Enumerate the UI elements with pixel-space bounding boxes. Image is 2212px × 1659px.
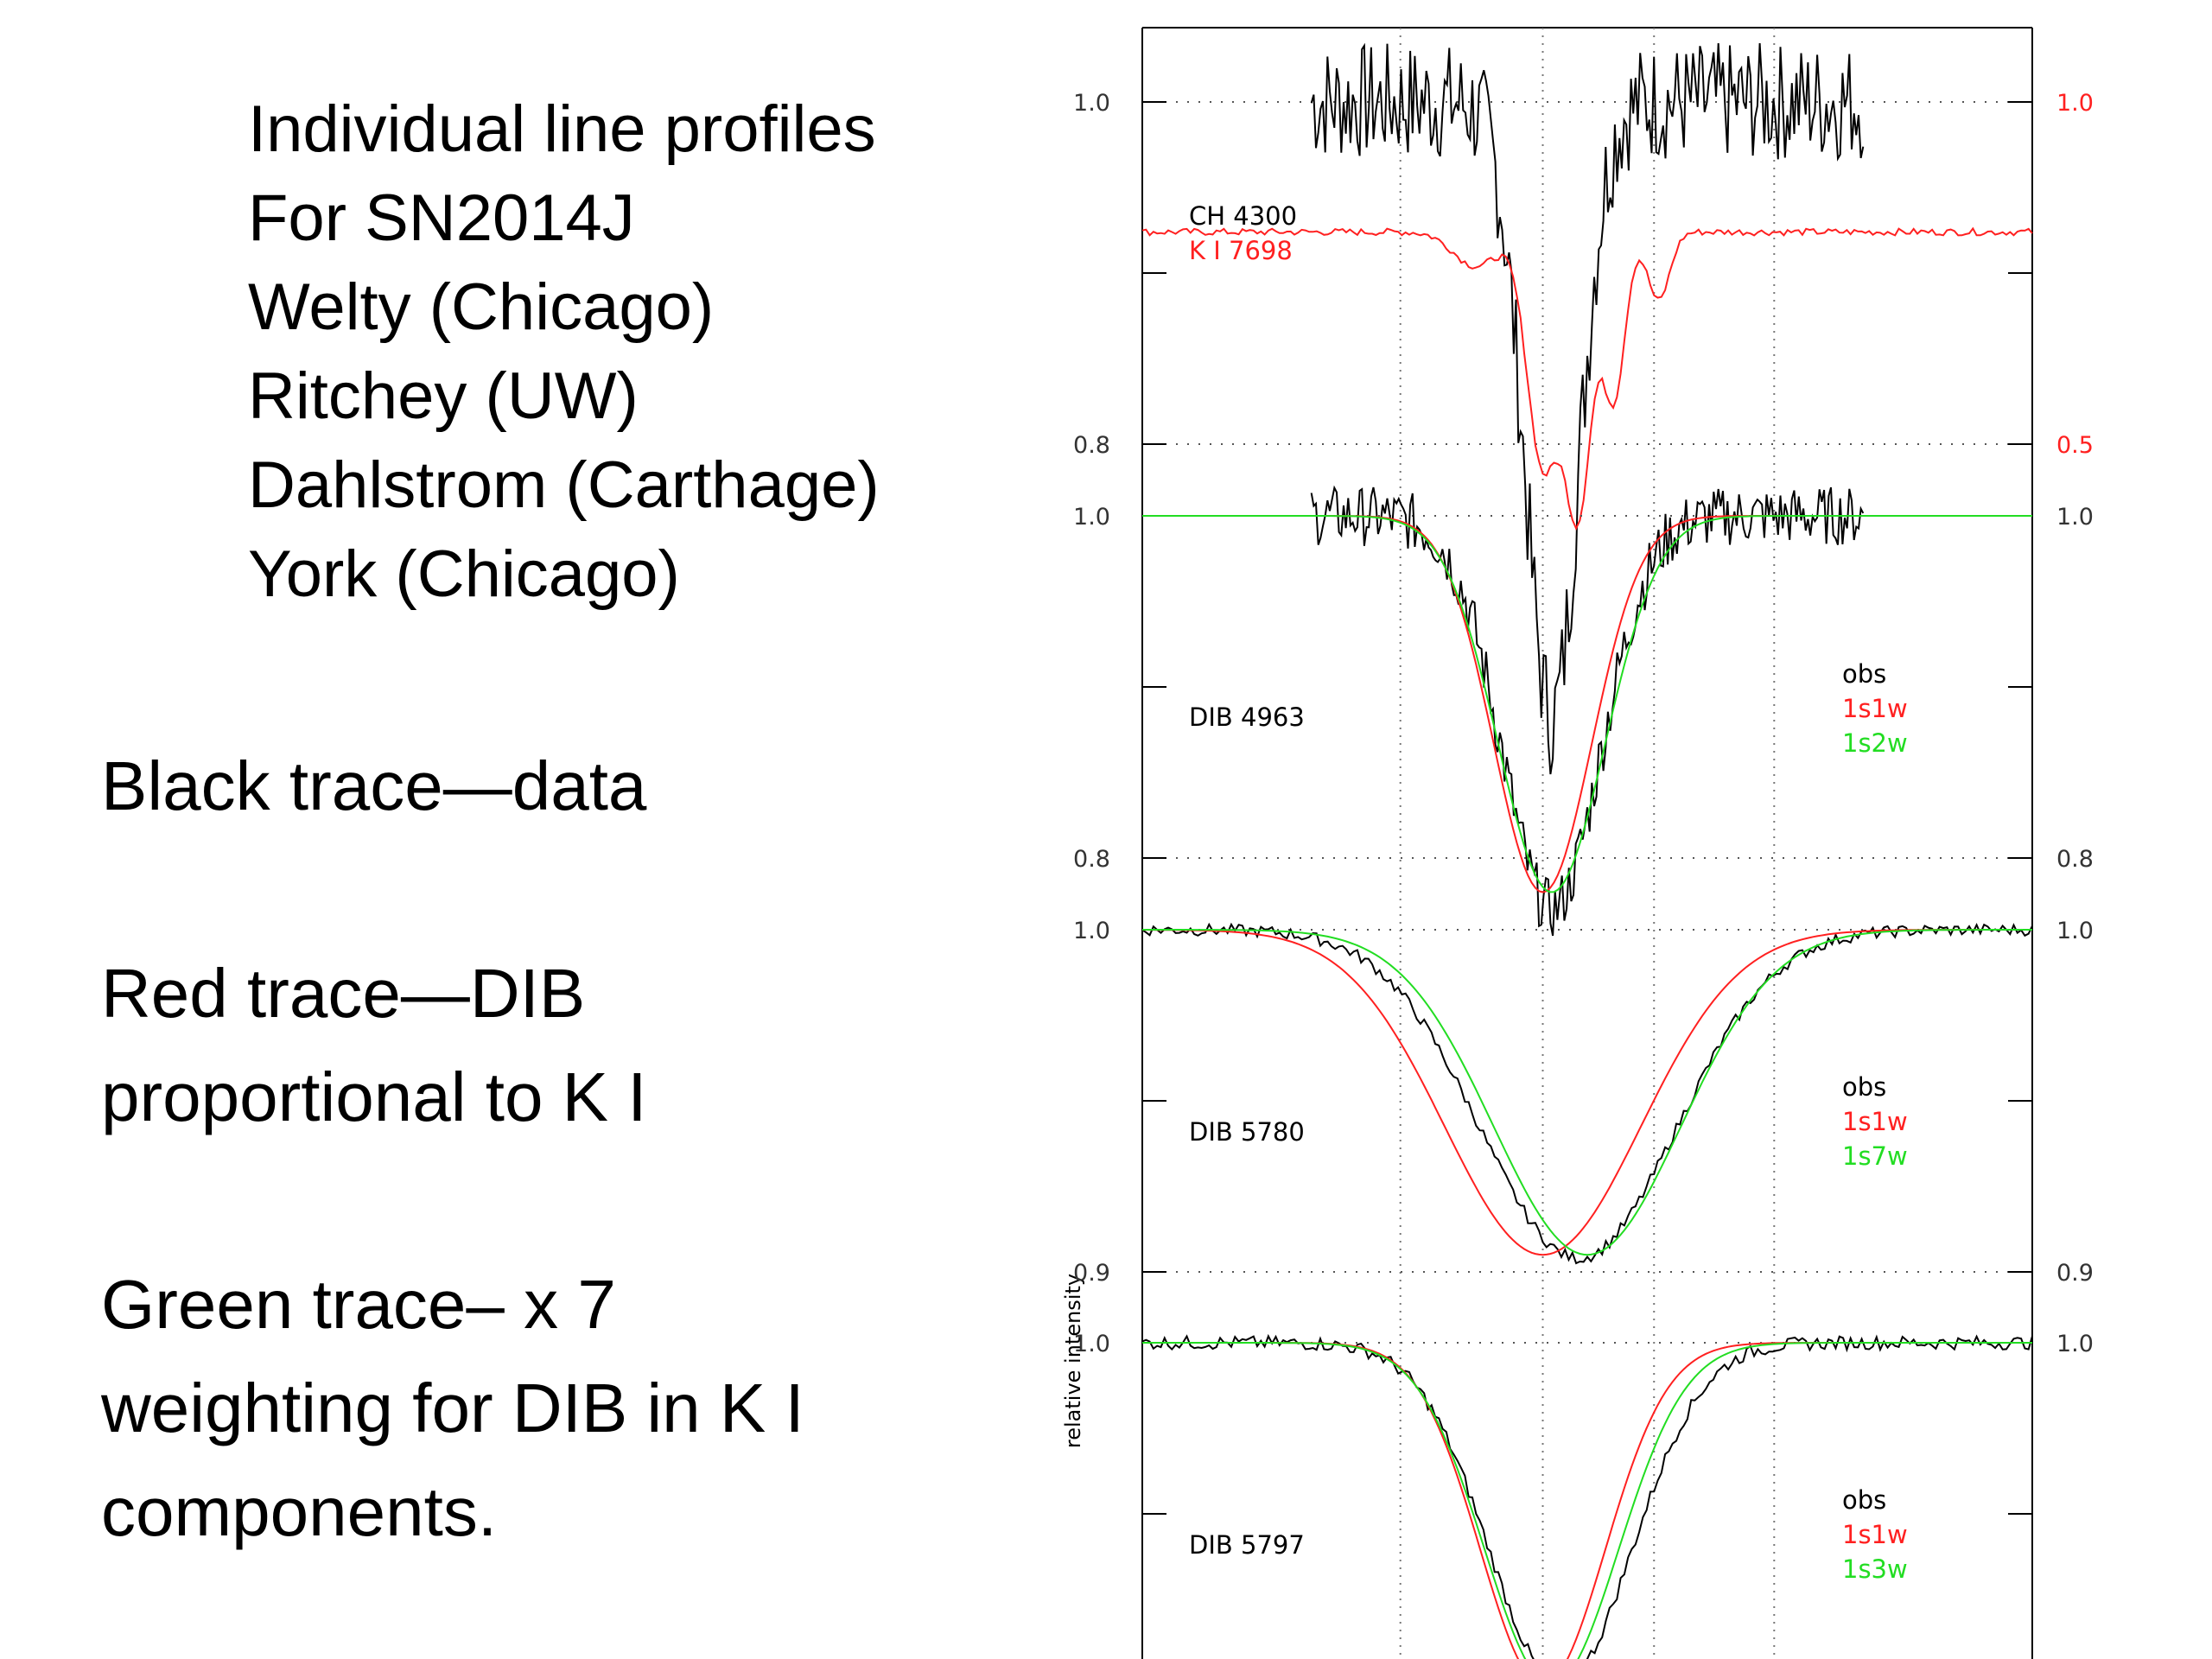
ki-trace (1141, 226, 2033, 531)
legend-entry: 1s1w (1842, 1107, 1908, 1136)
note-line: Green trace– x 7 (101, 1266, 616, 1343)
legend-entry: 1s1w (1842, 694, 1908, 723)
note-line: Black trace—data (101, 747, 647, 824)
credit-line: Dahlstrom (Carthage) (248, 448, 880, 522)
y-tick-label-right: 1.0 (2056, 504, 2094, 531)
y-tick-label-right: 0.8 (2056, 846, 2094, 873)
legend-entry: 1s7w (1842, 1141, 1908, 1171)
y-tick-label-left: 1.0 (1073, 90, 1110, 117)
credits-list: Individual line profiles For SN2014J Wel… (248, 85, 880, 619)
observed-trace (1141, 1333, 2033, 1659)
note-line: proportional to K I (101, 1058, 647, 1135)
y-tick-label-right: 1.0 (2056, 918, 2094, 944)
fit-trace-1s1w (1142, 1342, 2032, 1659)
fit-trace-1s7w (1142, 929, 2032, 1256)
legend-entry: obs (1842, 1072, 1886, 1102)
note-line: weighting for DIB in K I (101, 1370, 804, 1446)
fit-trace-1s3w (1142, 1342, 2032, 1659)
observed-trace (1310, 42, 1865, 775)
credit-line: York (Chicago) (248, 537, 680, 611)
note-line: Red trace—DIB (101, 955, 586, 1032)
y-tick-label-right: 1.0 (2056, 90, 2094, 117)
y-tick-label-left: 1.0 (1073, 1331, 1110, 1357)
y-tick-label-left: 0.9 (1073, 1260, 1110, 1287)
credit-line: Individual line profiles (248, 92, 876, 166)
panel-label: DIB 5797 (1189, 1530, 1305, 1560)
note-green-trace: Green trace– x 7 weighting for DIB in K … (101, 1253, 804, 1564)
legend-entry: 1s2w (1842, 728, 1908, 758)
legend-entry: 1s3w (1842, 1554, 1908, 1584)
legend-entry: obs (1842, 659, 1886, 689)
note-red-trace: Red trace—DIB proportional to K I (101, 942, 646, 1149)
panel-label: CH 4300 (1189, 201, 1297, 231)
y-tick-label-left: 0.8 (1073, 846, 1110, 873)
credit-line: For SN2014J (248, 181, 635, 255)
credit-line: Ritchey (UW) (248, 359, 639, 433)
y-tick-label-left: 1.0 (1073, 918, 1110, 944)
observed-trace (1141, 922, 2033, 1265)
credit-line: Welty (Chicago) (248, 270, 715, 344)
y-tick-label-right: 0.9 (2056, 1260, 2094, 1287)
fit-trace-1s2w (1142, 515, 2032, 893)
note-line: components. (101, 1473, 498, 1550)
y-tick-label-right: 1.0 (2056, 1331, 2094, 1357)
observed-trace (1310, 485, 1865, 937)
fit-trace-1s1w (1142, 929, 2032, 1256)
legend-entry: 1s1w (1842, 1520, 1908, 1549)
y-axis-label: relative intensity (1061, 1274, 1085, 1448)
panel-label: DIB 4963 (1189, 702, 1305, 732)
y-tick-label-right: 0.5 (2056, 432, 2094, 459)
legend-entry: obs (1842, 1485, 1886, 1515)
panel-label: K I 7698 (1189, 236, 1293, 265)
panel-label: DIB 5780 (1189, 1117, 1305, 1147)
note-black-trace: Black trace—data (101, 734, 646, 838)
y-tick-label-left: 0.8 (1073, 432, 1110, 459)
y-tick-label-left: 1.0 (1073, 504, 1110, 531)
